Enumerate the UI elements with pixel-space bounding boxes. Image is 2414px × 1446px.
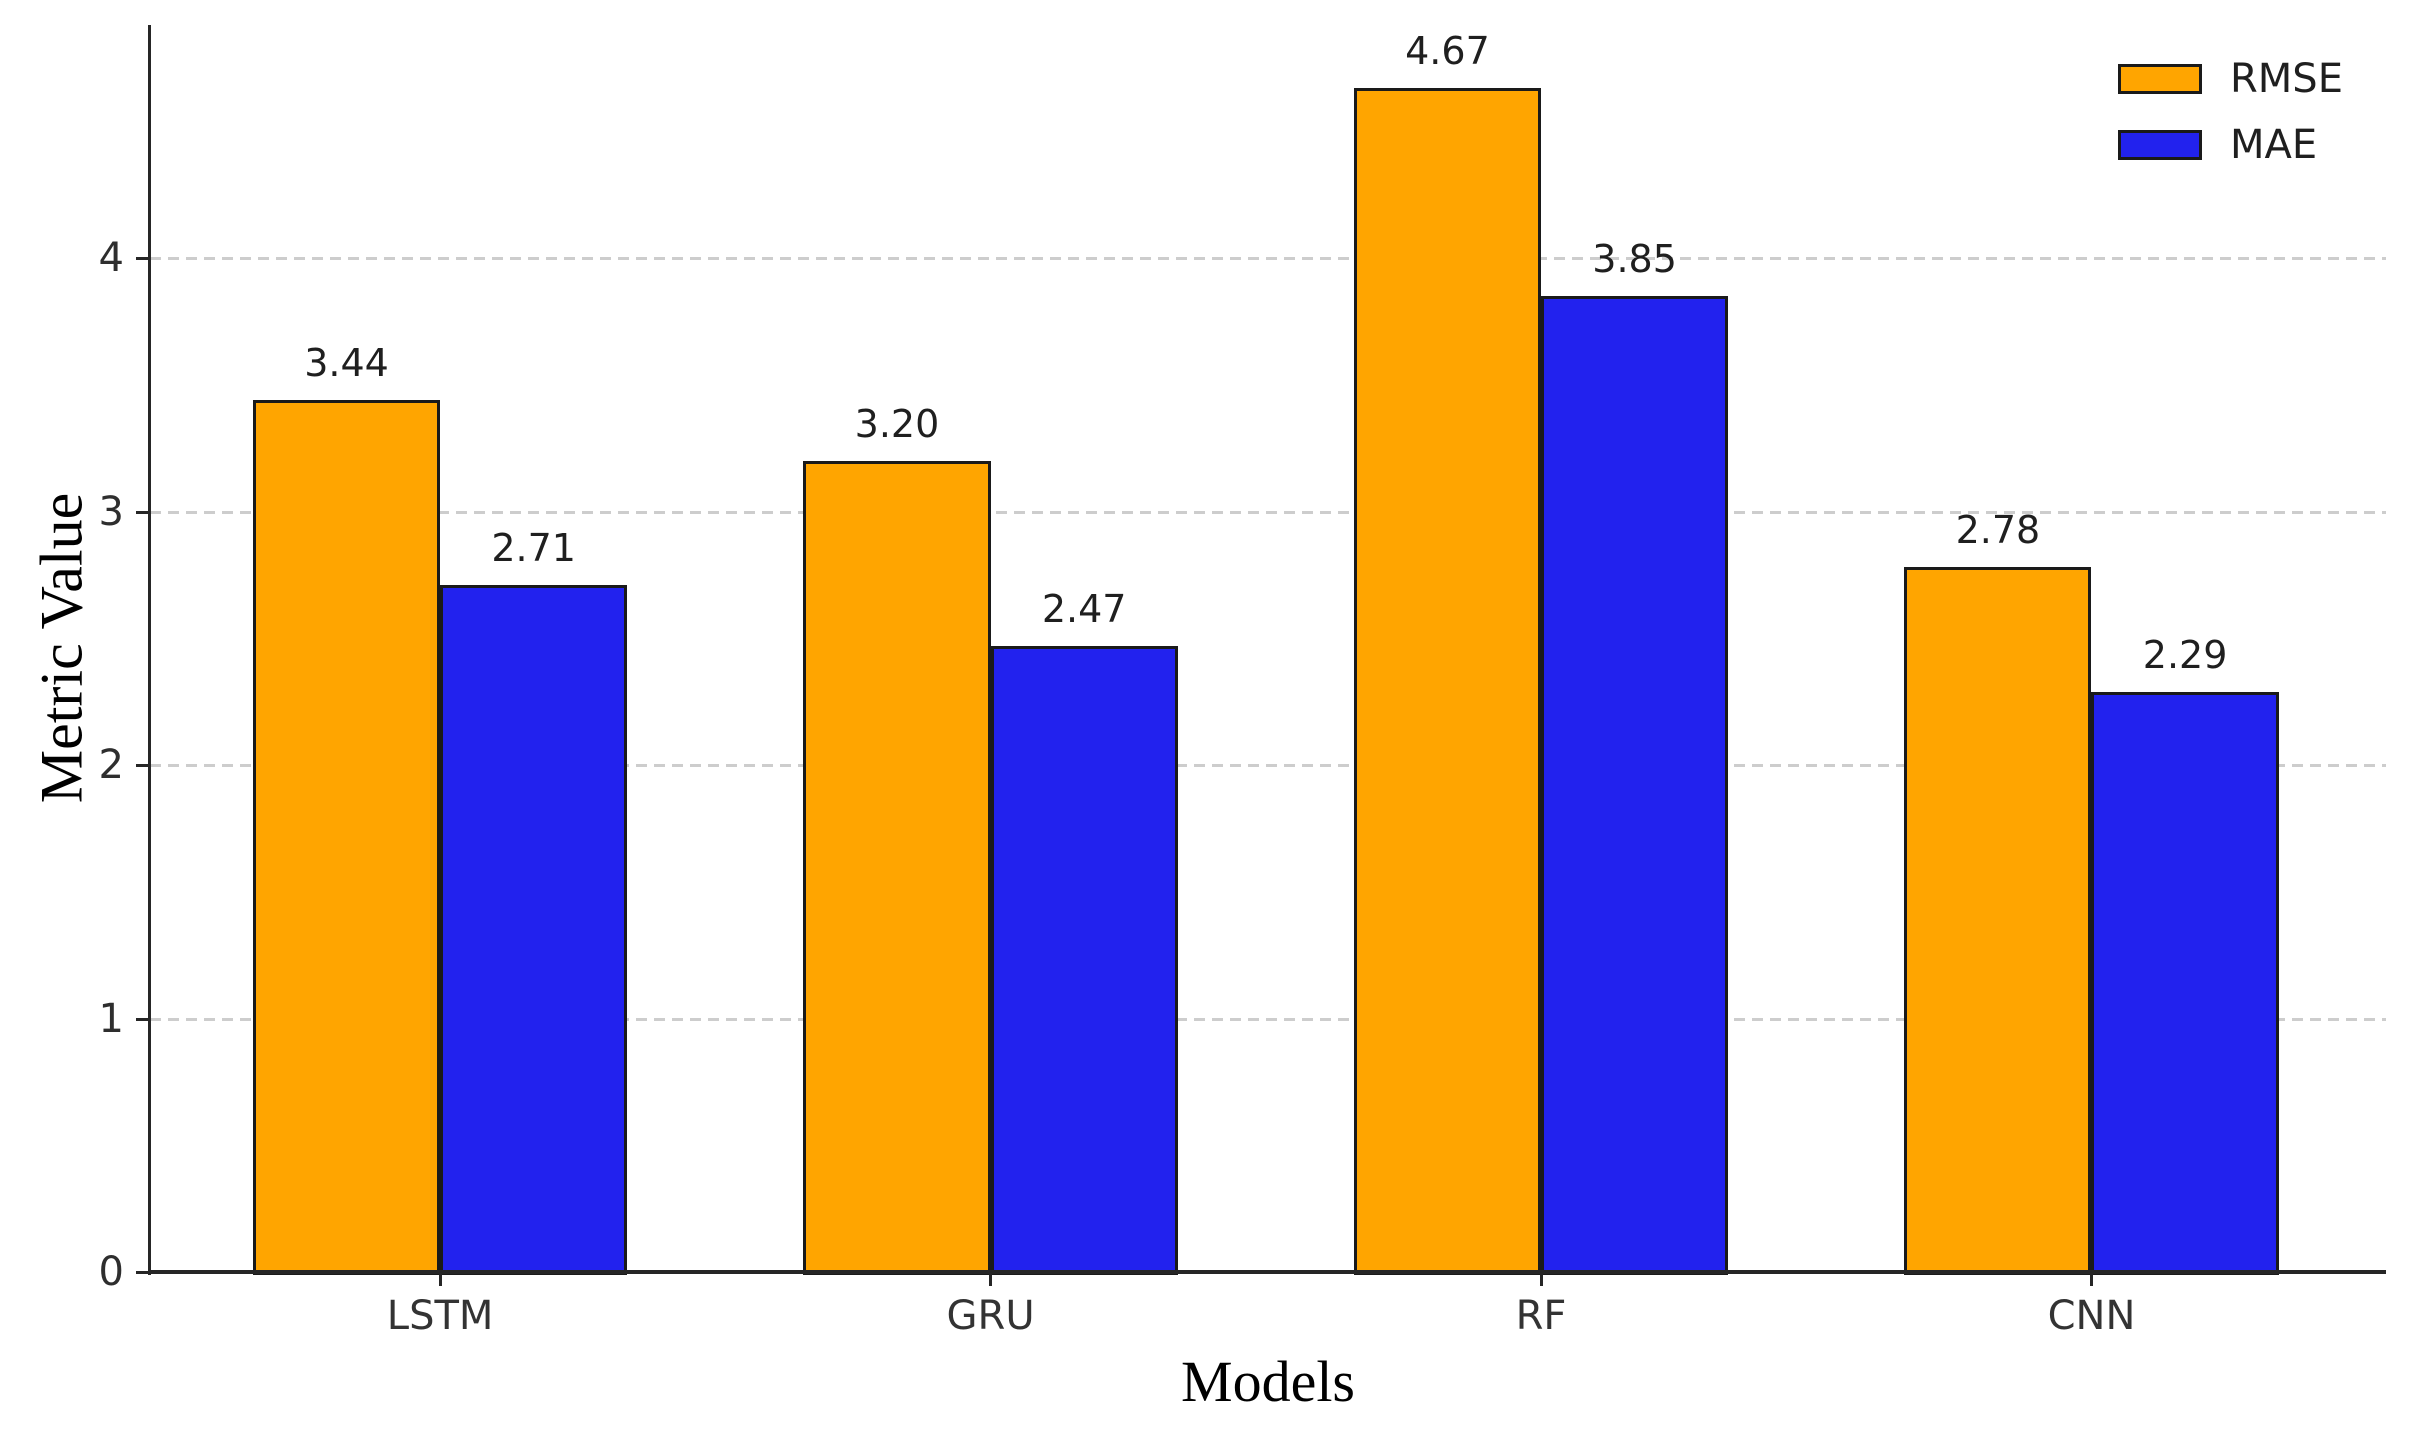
y-tick-mark [136, 764, 150, 768]
bar-mae-lstm [440, 585, 628, 1275]
value-label: 3.85 [1592, 237, 1677, 282]
bar-rmse-gru [803, 460, 991, 1275]
x-tick-mark [2089, 1272, 2093, 1286]
legend-item-rmse: RMSE [2118, 58, 2343, 100]
gridline [150, 764, 2386, 768]
gridline [150, 1017, 2386, 1021]
bar-mae-rf [1541, 296, 1729, 1275]
legend-label: MAE [2230, 122, 2318, 168]
value-label: 2.78 [1955, 508, 2041, 553]
legend-swatch [2118, 130, 2202, 160]
value-label: 3.44 [304, 341, 389, 386]
legend-swatch [2118, 64, 2202, 94]
y-tick-label: 0 [98, 1249, 124, 1295]
value-label: 4.67 [1405, 29, 1490, 74]
legend: RMSE MAE [2118, 58, 2343, 166]
x-axis-title: Models [1181, 1349, 1355, 1414]
bar-rmse-lstm [252, 400, 441, 1275]
gridline [150, 257, 2386, 261]
gridline [150, 510, 2386, 514]
value-label: 2.29 [2142, 632, 2228, 677]
y-axis-spine [148, 25, 151, 1275]
value-label: 2.47 [1041, 586, 1127, 631]
bar-mae-gru [990, 645, 1178, 1275]
y-tick-mark [136, 257, 150, 261]
x-axis-spine [148, 1270, 2386, 1274]
value-label: 2.71 [491, 526, 576, 571]
y-tick-label: 4 [98, 235, 124, 282]
y-tick-label: 2 [98, 742, 124, 789]
x-tick-label: RF [1515, 1293, 1567, 1339]
bar-rmse-rf [1353, 88, 1542, 1275]
x-tick-label: CNN [2047, 1293, 2136, 1339]
bar-mae-cnn [2091, 691, 2279, 1275]
y-tick-mark [136, 1017, 150, 1021]
x-tick-label: LSTM [386, 1293, 494, 1339]
y-tick-mark [136, 1271, 150, 1274]
y-tick-label: 3 [98, 488, 124, 535]
y-axis-title: Metric Value [28, 492, 95, 804]
bar-rmse-cnn [1904, 567, 2092, 1275]
legend-item-mae: MAE [2118, 124, 2343, 166]
x-tick-mark [1539, 1272, 1543, 1286]
y-tick-mark [136, 510, 150, 514]
x-tick-label: GRU [946, 1293, 1035, 1339]
value-label: 3.20 [854, 401, 940, 446]
legend-label: RMSE [2230, 56, 2343, 102]
x-tick-mark [989, 1272, 993, 1286]
x-tick-mark [438, 1272, 442, 1286]
y-tick-label: 1 [98, 995, 124, 1042]
